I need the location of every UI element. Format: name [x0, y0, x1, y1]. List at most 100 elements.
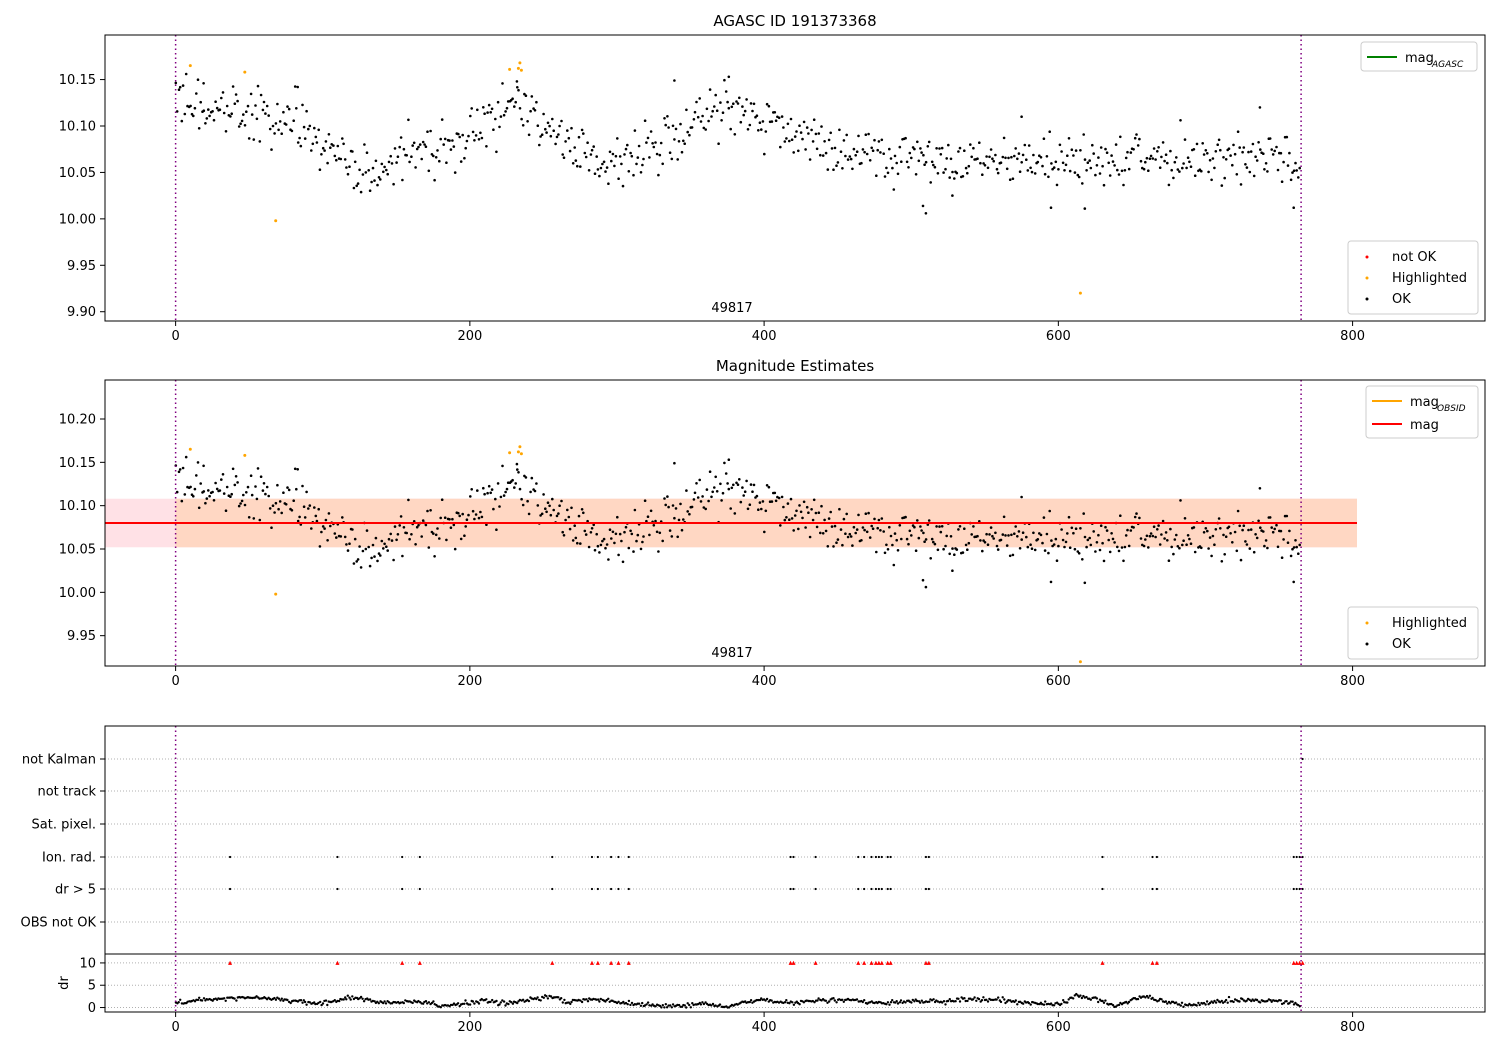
ok-point	[621, 184, 625, 188]
ok-point	[417, 524, 420, 527]
ok-point	[548, 124, 551, 128]
ok-point	[1026, 545, 1030, 549]
ok-point	[1060, 528, 1063, 531]
dr-point	[913, 1000, 916, 1003]
flag-point	[870, 855, 873, 859]
ok-point	[751, 109, 754, 113]
ok-point	[658, 531, 662, 535]
ok-point	[696, 115, 700, 119]
dr-limit-marker	[926, 960, 931, 965]
ok-point	[197, 127, 201, 130]
ok-point	[989, 526, 993, 529]
ok-point	[564, 518, 567, 522]
flag-point	[627, 887, 630, 891]
dr-point	[702, 1002, 706, 1006]
ok-point	[951, 569, 954, 572]
ok-point	[1045, 155, 1049, 158]
ok-point	[892, 188, 896, 191]
dr-point	[1245, 999, 1248, 1002]
ok-point	[254, 485, 257, 488]
ok-point	[714, 93, 717, 97]
agasc-ytick-label: 10.10	[59, 120, 96, 135]
ok-point	[1126, 150, 1129, 154]
ok-point	[292, 499, 296, 503]
ok-point	[1167, 183, 1171, 187]
ok-point	[178, 468, 182, 471]
dr-point	[198, 996, 201, 999]
ok-point	[1054, 537, 1058, 541]
dr-point	[770, 999, 773, 1002]
ok-point	[820, 504, 823, 508]
dr-limit-marker	[873, 960, 878, 965]
dr-point	[944, 1003, 947, 1006]
ok-point	[810, 128, 813, 132]
ok-point	[636, 533, 640, 537]
flag-point	[863, 855, 866, 859]
ok-point	[382, 170, 385, 174]
ok-point	[286, 105, 289, 108]
ok-point	[966, 548, 969, 551]
ok-point	[1158, 166, 1162, 169]
dr-point	[711, 1002, 715, 1006]
flag-point	[401, 887, 404, 891]
ok-point	[352, 562, 356, 565]
dr-point	[1180, 1001, 1184, 1004]
ok-point	[1172, 176, 1175, 180]
dr-point	[1110, 1002, 1113, 1006]
ok-point	[1004, 534, 1007, 537]
ok-point	[668, 151, 672, 154]
ok-point	[1076, 550, 1080, 553]
ok-point	[250, 493, 254, 497]
ok-point	[305, 490, 308, 494]
dr-point	[1097, 1000, 1100, 1004]
ok-point	[465, 139, 469, 143]
ok-point	[1252, 550, 1256, 554]
ok-point	[942, 171, 945, 174]
ok-point	[1067, 137, 1071, 140]
ok-point	[382, 547, 385, 550]
ok-point	[199, 482, 202, 485]
agasc-xtick-label: 800	[1340, 329, 1365, 344]
ok-point	[576, 541, 579, 545]
ok-point	[992, 537, 995, 540]
ok-point	[695, 482, 698, 485]
dr-point	[718, 1003, 722, 1006]
dr-point	[1063, 1001, 1066, 1004]
flag-row-label: Sat. pixel.	[32, 818, 96, 833]
ok-point	[1295, 545, 1298, 549]
dr-point	[368, 998, 372, 1001]
ok-point	[420, 535, 424, 538]
ok-point	[202, 490, 206, 493]
ok-point	[1235, 173, 1239, 176]
ok-point	[452, 145, 456, 148]
ok-point	[991, 157, 994, 160]
ok-point	[1013, 154, 1016, 158]
ok-point	[242, 113, 245, 116]
ok-point	[1136, 144, 1140, 147]
ok-point	[1279, 151, 1283, 155]
ok-point	[387, 537, 391, 541]
magnitude-ytick-label: 10.20	[59, 413, 96, 428]
ok-point	[991, 534, 994, 538]
ok-point	[1183, 517, 1187, 520]
ok-point	[1152, 147, 1156, 150]
ok-point	[1204, 527, 1208, 530]
ok-point	[981, 549, 984, 553]
dr-point	[1052, 1004, 1056, 1007]
ok-point	[895, 161, 898, 165]
ok-point	[1079, 149, 1082, 152]
ok-point	[876, 148, 879, 152]
ok-point	[222, 492, 226, 495]
ok-point	[529, 109, 532, 113]
dr-point	[1255, 998, 1259, 1002]
flag-point	[617, 887, 620, 891]
ok-point	[505, 487, 509, 491]
ok-point	[876, 526, 879, 530]
ok-point	[326, 539, 329, 542]
ok-point	[677, 518, 681, 522]
dr-point	[467, 1003, 470, 1006]
ok-point	[624, 525, 628, 529]
ok-point	[621, 560, 625, 564]
ok-point	[1020, 495, 1023, 499]
ok-point	[1135, 512, 1138, 515]
